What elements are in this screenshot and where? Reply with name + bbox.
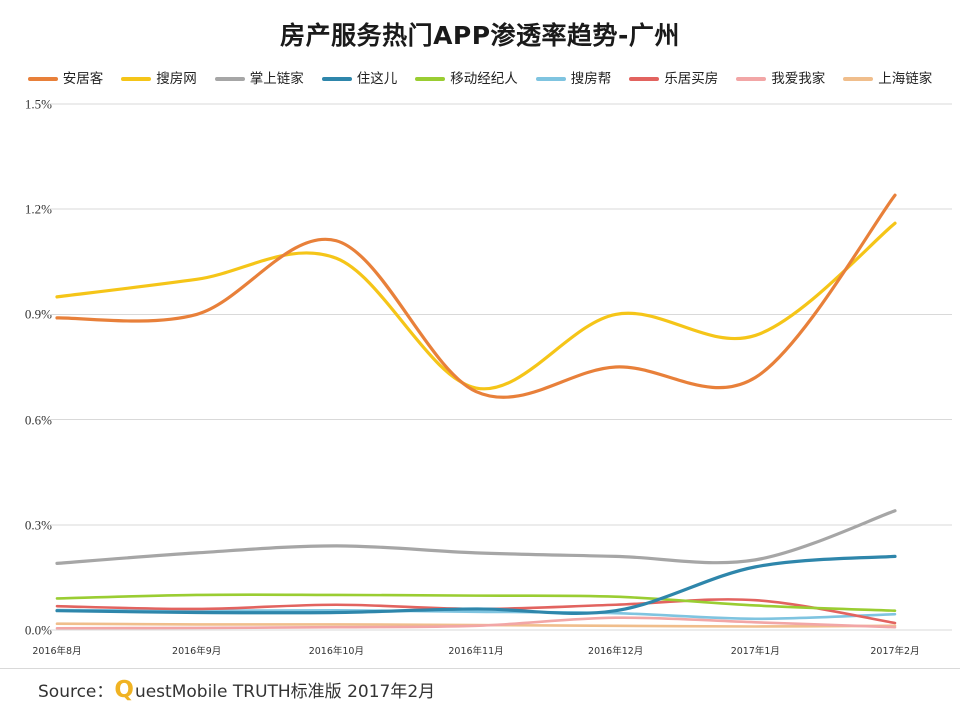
legend-item[interactable]: 安居客 <box>27 71 104 86</box>
legend-item[interactable]: 住这儿 <box>321 71 398 86</box>
legend-label: 我爱我家 <box>771 71 826 86</box>
legend-label: 住这儿 <box>356 71 398 86</box>
series-line <box>55 554 897 615</box>
x-axis: 2016年8月 2016年9月 2016年10月 2016年11月 2016年12月 20… <box>0 641 960 665</box>
legend-item[interactable]: 掌上链家 <box>214 71 304 86</box>
chart-legend: 安居客 搜房网 掌上链家 住这儿 移动经纪人 搜房帮 乐居买房 我爱我家 上海链家 <box>0 72 960 86</box>
legend-label: 搜房帮 <box>570 71 612 86</box>
series-line <box>55 221 897 391</box>
x-axis-tick-label: 2016年8月 <box>32 646 82 657</box>
questmobile-logo-q: Q <box>114 677 134 703</box>
series-line <box>55 193 897 399</box>
y-axis-tick-label: 0.9% <box>24 306 52 322</box>
legend-item[interactable]: 上海链家 <box>843 72 932 86</box>
series-line <box>55 509 897 565</box>
y-axis-tick-label: 0.6% <box>24 412 52 428</box>
legend-color-swatch <box>214 76 245 81</box>
legend-label: 移动经纪人 <box>450 71 518 86</box>
legend-color-swatch <box>415 76 446 81</box>
legend-label: 上海链家 <box>878 71 933 86</box>
series-line <box>55 593 897 613</box>
legend-label: 掌上链家 <box>249 71 304 86</box>
legend-color-swatch <box>321 76 352 81</box>
legend-item[interactable]: 乐居买房 <box>629 72 718 86</box>
series-line <box>55 616 897 630</box>
source-rest-label: uestMobile TRUTH标准版 2017年2月 <box>134 682 436 702</box>
x-axis-tick-label: 2017年1月 <box>730 646 780 657</box>
legend-color-swatch <box>535 76 566 81</box>
y-axis-tick-label: 1.2% <box>24 201 52 217</box>
legend-item[interactable]: 搜房网 <box>121 72 197 86</box>
legend-label: 乐居买房 <box>664 71 719 86</box>
legend-color-swatch <box>121 76 152 81</box>
series-line <box>55 608 897 621</box>
source-prefix-label: Source： <box>38 682 114 702</box>
y-axis: 0.0% 0.3% 0.6% 0.9% 1.2% 1.5% <box>0 96 52 641</box>
y-axis-tick-label: 1.5% <box>24 96 52 112</box>
x-axis-tick-label: 2016年11月 <box>448 646 504 657</box>
x-axis-tick-label: 2016年9月 <box>172 646 222 657</box>
plot-area <box>0 96 960 641</box>
x-axis-tick-label: 2017年2月 <box>870 646 920 657</box>
legend-label: 搜房网 <box>156 71 197 86</box>
legend-label: 安居客 <box>62 71 104 86</box>
y-axis-tick-label: 0.3% <box>24 517 52 533</box>
x-axis-tick-label: 2016年10月 <box>308 646 364 657</box>
x-axis-tick-label: 2016年12月 <box>588 646 644 657</box>
y-axis-tick-label: 0.0% <box>24 622 52 638</box>
legend-color-swatch <box>736 76 767 81</box>
line-chart-svg <box>48 103 952 631</box>
legend-color-swatch <box>629 76 660 81</box>
legend-item[interactable]: 移动经纪人 <box>415 72 518 86</box>
legend-item[interactable]: 我爱我家 <box>736 72 825 86</box>
legend-item[interactable]: 搜房帮 <box>535 71 612 86</box>
page-title: 房产服务热门APP渗透率趋势-广州 <box>280 21 680 50</box>
legend-color-swatch <box>27 76 58 81</box>
legend-color-swatch <box>843 76 874 81</box>
